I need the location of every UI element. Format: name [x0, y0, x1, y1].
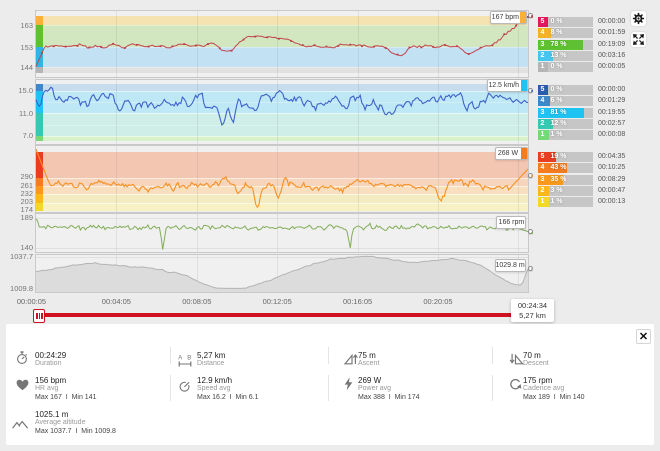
svg-text:A: A [178, 355, 182, 361]
svg-text:B: B [187, 355, 191, 361]
